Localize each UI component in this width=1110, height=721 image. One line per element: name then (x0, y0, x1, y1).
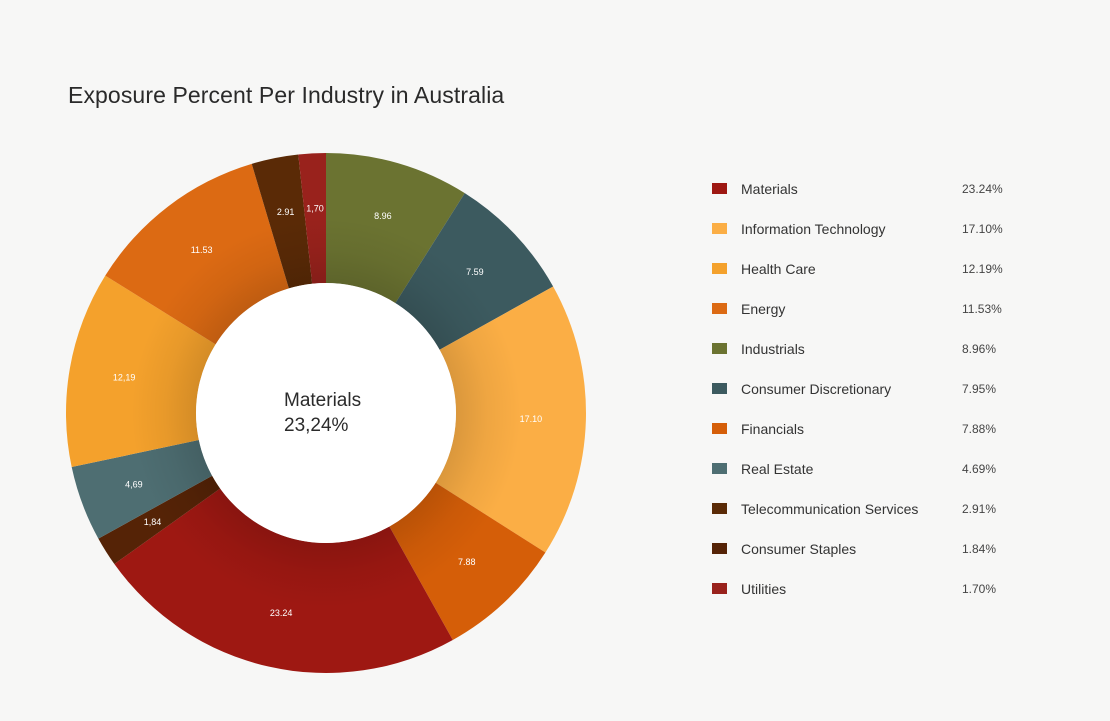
legend-value: 4.69% (962, 462, 997, 476)
legend-item: Telecommunication Services 2.91% (712, 499, 1032, 539)
slice-value-label: 2.91 (277, 207, 295, 217)
legend-label: Consumer Staples (741, 541, 857, 557)
legend-value: 1.84% (962, 542, 997, 556)
legend-swatch (712, 583, 727, 594)
legend-swatch (712, 543, 727, 554)
legend-value: 12.19% (962, 262, 1003, 276)
slice-value-label: 1,70 (306, 203, 324, 213)
donut-hole (196, 283, 456, 543)
chart-title: Exposure Percent Per Industry in Austral… (68, 82, 505, 108)
legend-item: Energy 11.53% (712, 299, 1032, 339)
donut-chart: 8.96 7.59 17.10 7.88 23.24 1,84 4,69 12,19 11.53… (66, 153, 586, 673)
chart-legend: Materials 23.24% Information Technology 17.… (712, 179, 1032, 619)
legend-item: Information Technology 17.10% (712, 219, 1032, 259)
slice-value-label: 7.59 (466, 267, 484, 277)
legend-label: Financials (741, 421, 805, 437)
legend-item: Health Care 12.19% (712, 259, 1032, 299)
legend-label: Energy (741, 301, 786, 317)
legend-label: Industrials (741, 341, 805, 357)
slice-value-label: 1,84 (144, 517, 162, 527)
slice-value-label: 12,19 (113, 373, 136, 383)
legend-label: Utilities (741, 581, 787, 597)
center-label: Materials (284, 390, 361, 411)
legend-value: 23.24% (962, 182, 1003, 196)
legend-label: Consumer Discretionary (741, 381, 892, 397)
legend-value: 7.88% (962, 422, 997, 436)
legend-value: 17.10% (962, 222, 1003, 236)
legend-swatch (712, 383, 727, 394)
center-value: 23,24% (284, 415, 349, 436)
legend-item: Consumer Discretionary 7.95% (712, 379, 1032, 419)
legend-item: Industrials 8.96% (712, 339, 1032, 379)
legend-item: Consumer Staples 1.84% (712, 539, 1032, 579)
legend-swatch (712, 503, 727, 514)
slice-value-label: 11.53 (191, 245, 213, 255)
slice-value-label: 7.88 (458, 557, 476, 567)
legend-item: Utilities 1.70% (712, 579, 1032, 619)
legend-label: Health Care (741, 261, 816, 277)
legend-swatch (712, 423, 727, 434)
legend-value: 1.70% (962, 582, 997, 596)
slice-value-label: 23.24 (270, 608, 293, 618)
legend-swatch (712, 343, 727, 354)
legend-label: Materials (741, 181, 798, 197)
legend-swatch (712, 463, 727, 474)
slice-value-label: 4,69 (125, 480, 143, 490)
legend-value: 8.96% (962, 342, 997, 356)
legend-swatch (712, 303, 727, 314)
legend-item: Materials 23.24% (712, 179, 1032, 219)
legend-value: 11.53% (962, 302, 1002, 316)
legend-swatch (712, 223, 727, 234)
legend-swatch (712, 183, 727, 194)
legend-label: Information Technology (741, 221, 886, 237)
legend-value: 2.91% (962, 502, 997, 516)
legend-swatch (712, 263, 727, 274)
donut-slice-labels: 8.96 7.59 17.10 7.88 23.24 1,84 4,69 12,19 11.53… (113, 203, 542, 618)
slice-value-label: 8.96 (374, 211, 392, 221)
legend-item: Real Estate 4.69% (712, 459, 1032, 499)
legend-item: Financials 7.88% (712, 419, 1032, 459)
slice-value-label: 17.10 (520, 414, 543, 424)
legend-value: 7.95% (962, 382, 997, 396)
legend-label: Telecommunication Services (741, 501, 919, 517)
legend-label: Real Estate (741, 461, 814, 477)
